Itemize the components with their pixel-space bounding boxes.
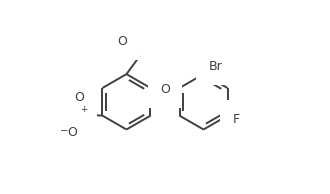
Text: O: O (117, 35, 127, 48)
Text: −: − (60, 126, 68, 136)
Text: Br: Br (209, 60, 222, 73)
Text: +: + (80, 105, 88, 114)
Text: F: F (232, 113, 240, 126)
Text: N: N (75, 109, 84, 122)
Text: O: O (160, 83, 170, 96)
Text: O: O (67, 126, 77, 139)
Text: O: O (75, 91, 84, 104)
